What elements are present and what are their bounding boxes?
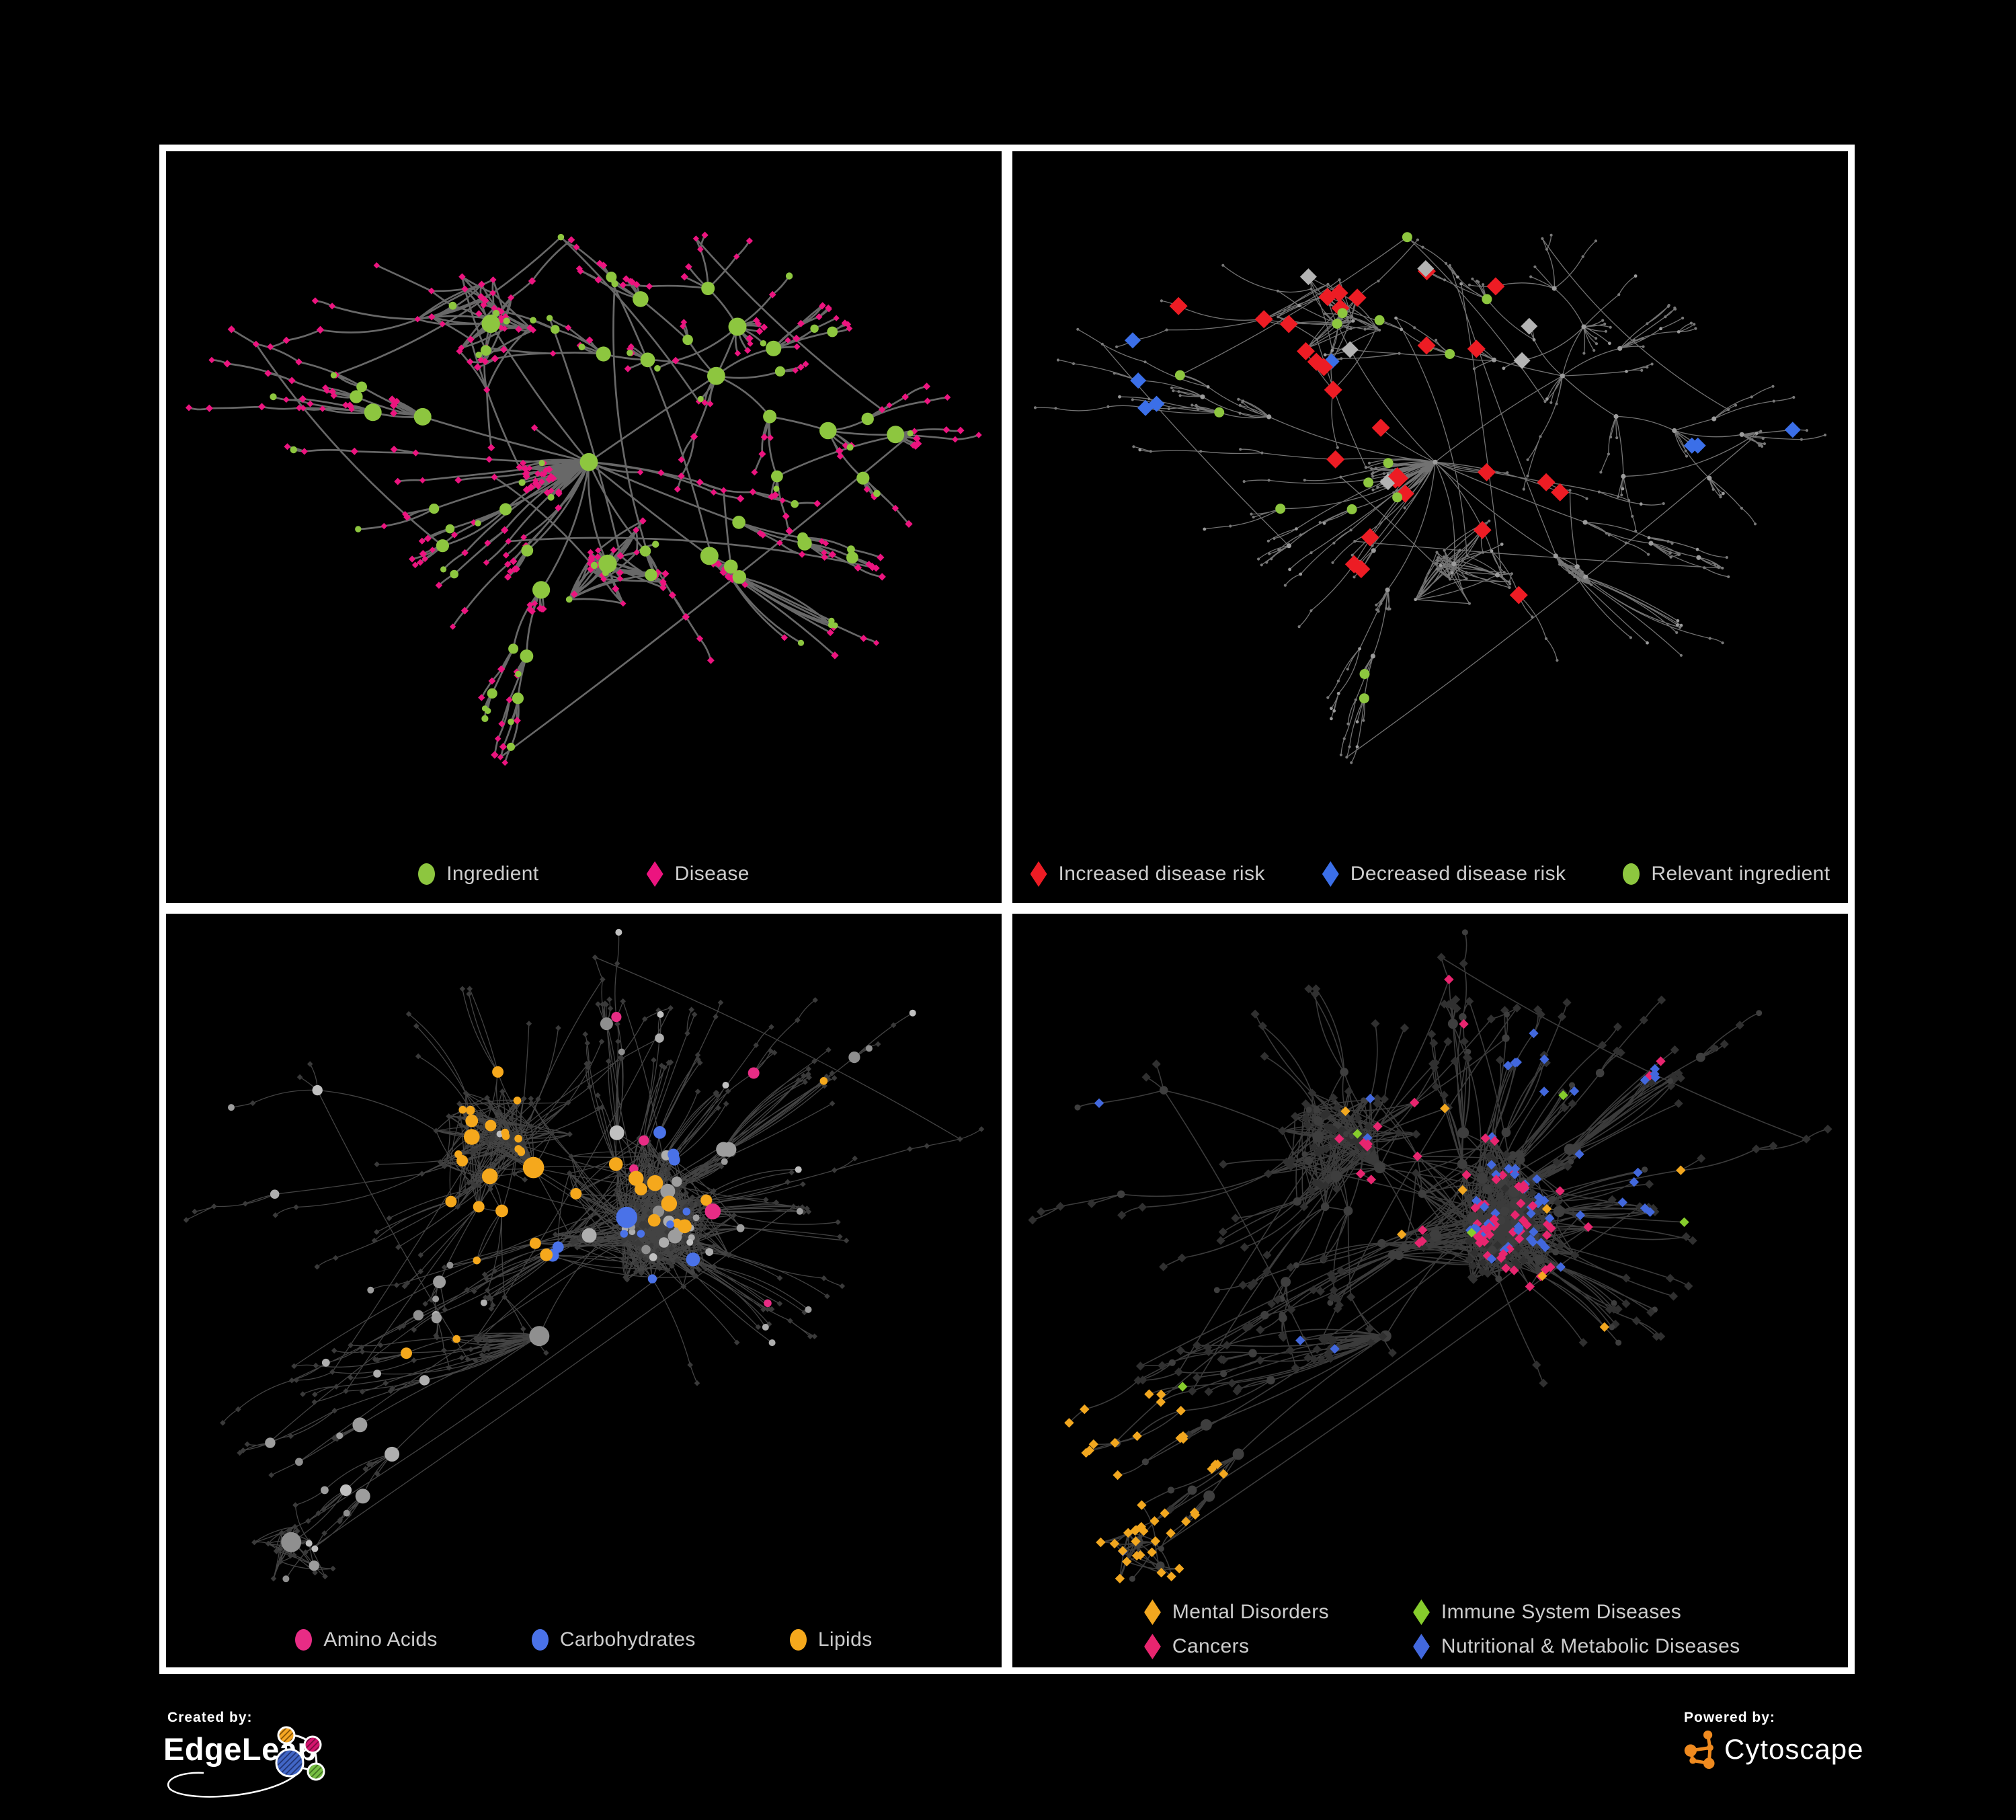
legend-marker-disease bbox=[646, 861, 663, 887]
cytoscape-logo-icon bbox=[1684, 1730, 1715, 1769]
legend-marker-increased-risk bbox=[1030, 861, 1047, 887]
legend-item-increased-risk: Increased disease risk bbox=[1030, 861, 1265, 887]
edgeleap-wordmark: EdgeLeap bbox=[163, 1731, 317, 1767]
legend-label: Cancers bbox=[1172, 1635, 1250, 1657]
legend-marker-immune-diseases bbox=[1412, 1599, 1430, 1625]
legend-label: Disease bbox=[674, 863, 750, 885]
legend: Mental Disorders Immune System Diseases … bbox=[1143, 1599, 1740, 1659]
legend-marker-lipids bbox=[789, 1629, 807, 1651]
powered-by-label: Powered by: bbox=[1684, 1710, 1775, 1725]
panel-ingredient-disease: Ingredient Disease bbox=[159, 145, 1008, 910]
panel-disease-risk: Increased disease risk Decreased disease… bbox=[1006, 145, 1855, 910]
legend-label: Lipids bbox=[817, 1628, 873, 1651]
legend-label: Decreased disease risk bbox=[1350, 863, 1566, 885]
legend-item-immune-diseases: Immune System Diseases bbox=[1412, 1599, 1682, 1625]
legend-marker-carbohydrates bbox=[531, 1629, 549, 1651]
legend-item-disease: Disease bbox=[646, 861, 750, 887]
legend-item-relevant-ingredient: Relevant ingredient bbox=[1623, 863, 1830, 885]
legend-label: Amino Acids bbox=[323, 1628, 438, 1651]
legend-label: Mental Disorders bbox=[1172, 1601, 1330, 1623]
panel-ingredient-classes: Amino Acids Carbohydrates Lipids bbox=[159, 907, 1008, 1674]
ingredient-classes-network-graph bbox=[183, 928, 985, 1583]
created-by-block: Created by: EdgeLeap bbox=[163, 1710, 446, 1811]
legend-marker-mental-disorders bbox=[1143, 1599, 1161, 1625]
legend: Amino Acids Carbohydrates Lipids bbox=[166, 1628, 1002, 1651]
legend-marker-ingredient bbox=[418, 863, 436, 885]
legend-item-carbohydrates: Carbohydrates bbox=[531, 1628, 696, 1651]
legend-item-mental-disorders: Mental Disorders bbox=[1143, 1599, 1330, 1625]
ingredient-disease-network-graph bbox=[185, 231, 982, 766]
legend-label: Nutritional & Metabolic Diseases bbox=[1441, 1635, 1740, 1657]
legend-marker-decreased-risk bbox=[1322, 861, 1339, 887]
legend-label: Carbohydrates bbox=[559, 1628, 696, 1651]
legend-item-amino-acids: Amino Acids bbox=[295, 1628, 437, 1651]
legend-label: Increased disease risk bbox=[1058, 863, 1265, 885]
legend-item-ingredient: Ingredient bbox=[418, 863, 538, 885]
powered-by-block: Powered by: Cytoscape bbox=[1684, 1710, 1886, 1790]
legend-item-decreased-risk: Decreased disease risk bbox=[1322, 861, 1566, 887]
disease-risk-network-graph bbox=[1033, 232, 1827, 764]
created-by-label: Created by: bbox=[167, 1710, 253, 1725]
legend: Ingredient Disease bbox=[166, 861, 1002, 887]
legend-label: Ingredient bbox=[446, 863, 539, 885]
disease-classes-network-graph bbox=[1028, 929, 1832, 1584]
legend-marker-relevant-ingredient bbox=[1623, 863, 1640, 885]
legend-label: Relevant ingredient bbox=[1651, 863, 1830, 885]
legend-marker-nutritional-metabolic bbox=[1412, 1634, 1430, 1659]
legend-marker-cancers bbox=[1143, 1634, 1161, 1659]
legend-marker-amino-acids bbox=[295, 1629, 313, 1651]
panel-disease-classes: Mental Disorders Immune System Diseases … bbox=[1006, 907, 1855, 1674]
legend: Increased disease risk Decreased disease… bbox=[1012, 861, 1848, 887]
legend-item-lipids: Lipids bbox=[789, 1628, 873, 1651]
cytoscape-wordmark: Cytoscape bbox=[1724, 1733, 1864, 1765]
legend-item-cancers: Cancers bbox=[1143, 1634, 1250, 1659]
legend-label: Immune System Diseases bbox=[1441, 1601, 1682, 1623]
legend-item-nutritional-metabolic: Nutritional & Metabolic Diseases bbox=[1412, 1634, 1740, 1659]
